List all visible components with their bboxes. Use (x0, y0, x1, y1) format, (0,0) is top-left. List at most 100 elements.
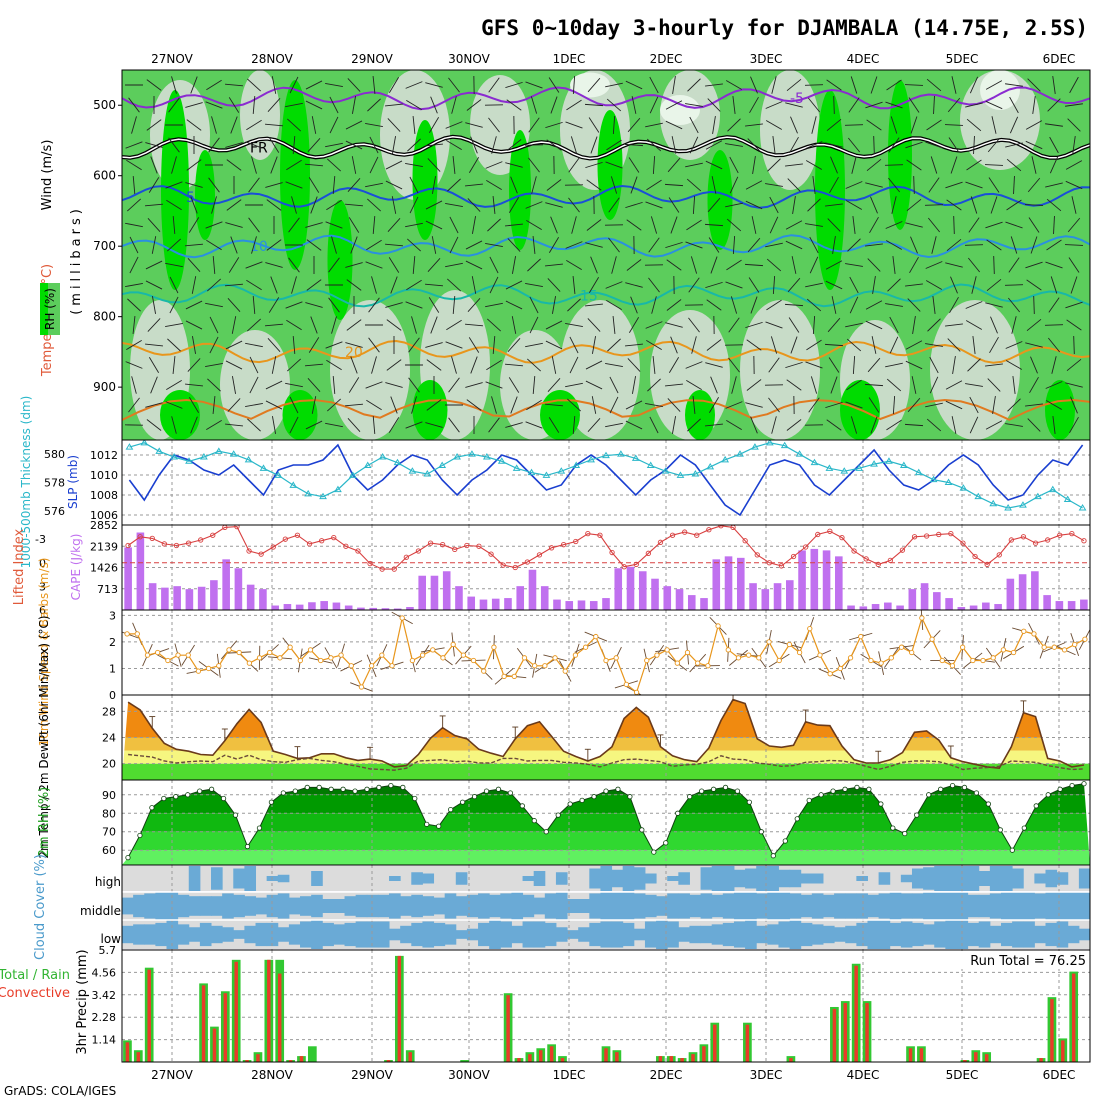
thickness-point (602, 451, 610, 459)
wind-panel-bg (122, 610, 1090, 695)
wind-barb (928, 177, 940, 193)
li-point (851, 548, 857, 554)
wind-barb (611, 256, 617, 274)
precip-conv-bar (713, 1024, 717, 1062)
rh2m-point (746, 799, 753, 805)
wind-barb (411, 316, 417, 334)
slp-tick-label: 1006 (90, 509, 118, 522)
cloud-bar-low (389, 928, 401, 941)
wind-barb (526, 399, 542, 411)
wind10m-point (246, 660, 253, 666)
wind-barb (390, 276, 398, 294)
cloud-bar-low (177, 924, 190, 945)
wind-barb (846, 379, 862, 391)
day-label-top: 30NOV (448, 52, 490, 66)
rh2m-point (961, 784, 968, 790)
cloud-bar-middle (856, 893, 868, 919)
li-point (355, 548, 361, 554)
cloud-bar-middle (199, 896, 212, 916)
wind-barb (885, 221, 903, 229)
wind-barb (792, 196, 796, 214)
wind-barb (985, 363, 1003, 367)
wind-barb (485, 161, 503, 169)
wind-barb (409, 196, 419, 214)
wind-barb (627, 358, 641, 372)
wind-barb (905, 283, 923, 287)
li-point (621, 564, 627, 570)
wind-barb (929, 376, 939, 394)
thickness-point (334, 485, 342, 493)
li-point (488, 551, 494, 557)
li-point (815, 531, 821, 538)
rh2m-point (914, 812, 920, 818)
cloud-bar-middle (300, 896, 312, 916)
wind-barb (865, 243, 883, 247)
thickness-axis-label: 1000-500mb Thickness (dm) (19, 396, 33, 569)
wind-barb (565, 241, 583, 249)
wind-barb (351, 96, 357, 114)
rh2m-point (149, 805, 155, 811)
wind-barb (128, 97, 140, 113)
cloud-bar-low (678, 927, 690, 942)
wind-barb (491, 396, 497, 414)
wind-barb (685, 103, 703, 107)
wind10m-point (684, 649, 691, 656)
wind-barb (350, 236, 358, 254)
wind-barb (332, 175, 336, 195)
wind-barb (648, 237, 660, 253)
wind-barb (769, 216, 779, 234)
wind-barb (132, 316, 136, 334)
wind-barb (1005, 142, 1023, 148)
wind-barb (1069, 416, 1079, 434)
day-label-bottom: 27NOV (151, 1068, 193, 1082)
cloud-bar-middle (678, 893, 690, 919)
thickness-point (736, 450, 744, 457)
wind-barb (351, 156, 357, 174)
wind-barb (387, 218, 401, 232)
wind-barb (286, 319, 302, 331)
wind-barb (247, 78, 261, 92)
wind10m-point (470, 657, 477, 664)
cloud-bar-middle (756, 893, 768, 919)
cloud-bar-middle (689, 894, 702, 918)
wind-barb (866, 158, 882, 172)
wind-barb (568, 157, 580, 173)
wind-barb (546, 179, 562, 191)
cloud-bar-low (222, 927, 234, 942)
cloud-bar-middle (1056, 892, 1069, 920)
wind-barb (727, 118, 741, 132)
wind-barb (305, 80, 323, 90)
wind-barb (550, 96, 558, 114)
cloud-bar-low (233, 930, 245, 939)
wind-barb (752, 156, 756, 174)
wind-barb (873, 135, 875, 155)
wind-barb (927, 318, 941, 332)
cloud-bar-low (989, 925, 1002, 944)
wind-barb (732, 96, 736, 114)
wind-barb (184, 243, 204, 247)
rh2m-point (675, 810, 681, 816)
wind-barb (672, 76, 676, 94)
wind-barb (428, 297, 440, 313)
wind-barb (692, 195, 696, 215)
cape-bar (418, 575, 427, 610)
wind-barb (505, 162, 523, 168)
cloud-bar-low (689, 925, 702, 944)
chart-title: GFS 0~10day 3-hourly for DJAMBALA (14.75… (481, 16, 1088, 40)
cape-bar (295, 604, 304, 610)
rh2m-point (495, 786, 502, 792)
rh2m-tick-label: 80 (102, 807, 116, 820)
wind-barb (889, 336, 899, 354)
precip-conv-bar (745, 1024, 750, 1062)
cloud-bar-high (633, 867, 646, 890)
wind10m-point (1061, 647, 1068, 653)
wind-barb (725, 281, 743, 289)
cloud-bar-middle (889, 892, 902, 920)
wind-barb (270, 156, 278, 174)
cloud-bar-low (1045, 922, 1058, 947)
wind-barb (1025, 120, 1043, 130)
wind-barb (850, 76, 858, 94)
wind-barb (448, 417, 460, 433)
li-point (561, 542, 567, 548)
cloud-bar-high (455, 872, 468, 885)
